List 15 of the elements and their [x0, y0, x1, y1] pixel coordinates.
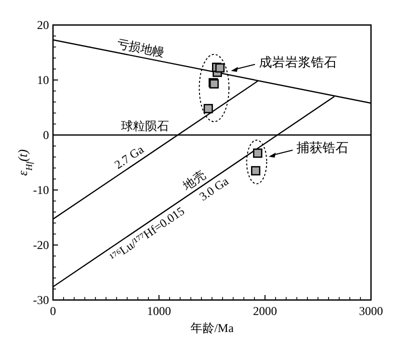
x-tick-label: 2000	[253, 304, 277, 318]
annotation: 球粒陨石	[121, 119, 170, 133]
annotation: 2.7 Ga	[112, 142, 147, 172]
y-tick-label: -20	[33, 238, 49, 252]
y-tick-label: -30	[33, 293, 49, 307]
annotation: 捕获锆石	[296, 140, 349, 156]
y-tick-label: 0	[43, 128, 49, 142]
y-tick-label: -10	[33, 183, 49, 197]
annotation: 成岩岩浆锆石	[258, 54, 337, 70]
x-axis-title: 年龄/Ma	[190, 321, 234, 335]
x-tick-label: 3000	[359, 304, 383, 318]
y-tick-label: 10	[37, 73, 49, 87]
y-tick-label: 20	[37, 18, 49, 32]
annotation: 亏损地幔	[116, 36, 166, 60]
x-tick-label: 1000	[147, 304, 171, 318]
